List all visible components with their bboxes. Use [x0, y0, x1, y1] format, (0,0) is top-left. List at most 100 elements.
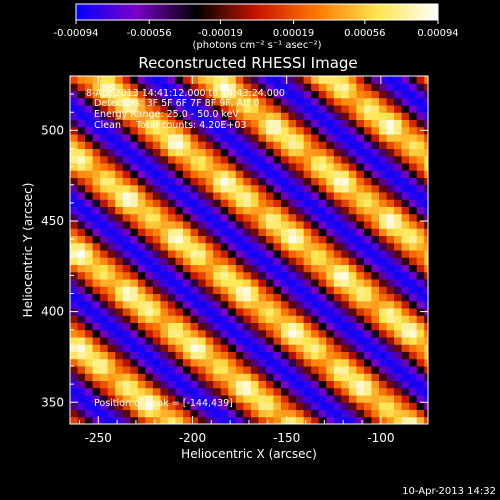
heatmap-cell: [273, 199, 282, 207]
heatmap-cell: [205, 163, 214, 171]
heatmap-cell: [333, 83, 342, 91]
heatmap-cell: [100, 344, 109, 352]
heatmap-cell: [235, 83, 244, 91]
heatmap-cell: [145, 300, 154, 309]
heatmap-cell: [311, 199, 320, 207]
heatmap-cell: [130, 416, 139, 424]
heatmap-cell: [235, 148, 244, 157]
heatmap-cell: [311, 351, 320, 360]
heatmap-cell: [175, 235, 184, 244]
heatmap-cell: [303, 279, 312, 287]
heatmap-cell: [250, 148, 259, 157]
heatmap-cell: [379, 329, 388, 338]
heatmap-cell: [341, 286, 350, 294]
heatmap-cell: [100, 351, 109, 360]
heatmap-cell: [235, 387, 244, 396]
heatmap-cell: [341, 126, 350, 135]
heatmap-cell: [273, 380, 282, 389]
heatmap-cell: [220, 148, 229, 157]
heatmap-cell: [265, 315, 274, 323]
heatmap-cell: [250, 358, 259, 367]
heatmap-cell: [100, 206, 109, 215]
heatmap-cell: [220, 126, 229, 135]
heatmap-cell: [386, 134, 395, 142]
heatmap-cell: [348, 380, 357, 389]
heatmap-cell: [130, 170, 139, 178]
heatmap-cell: [281, 206, 290, 215]
heatmap-cell: [250, 250, 259, 258]
heatmap-cell: [167, 242, 177, 251]
heatmap-cell: [401, 271, 410, 280]
heatmap-cell: [130, 337, 139, 345]
heatmap-cell: [303, 387, 312, 396]
heatmap-cell: [130, 351, 139, 360]
heatmap-cell: [85, 416, 94, 424]
heatmap-cell: [386, 402, 395, 410]
heatmap-cell: [137, 286, 146, 294]
heatmap-cell: [394, 90, 403, 99]
heatmap-cell: [167, 235, 177, 244]
heatmap-cell: [409, 221, 418, 229]
heatmap-cell: [258, 155, 267, 164]
heatmap-cell: [152, 177, 161, 186]
heatmap-cell: [341, 83, 350, 91]
heatmap-cell: [341, 148, 350, 157]
heatmap-cell: [77, 409, 86, 418]
heatmap-cell: [205, 250, 214, 258]
heatmap-cell: [85, 351, 94, 360]
heatmap-cell: [107, 387, 116, 396]
heatmap-cell: [243, 271, 252, 280]
heatmap-cell: [228, 286, 237, 294]
heatmap-cell: [394, 322, 403, 331]
heatmap-cell: [198, 155, 207, 164]
heatmap-cell: [175, 134, 184, 142]
heatmap-cell: [220, 315, 229, 323]
heatmap-cell: [311, 163, 320, 171]
heatmap-cell: [356, 119, 365, 128]
heatmap-cell: [311, 119, 320, 128]
heatmap-cell: [288, 366, 297, 374]
heatmap-cell: [85, 286, 94, 294]
heatmap-cell: [356, 228, 365, 236]
heatmap-cell: [235, 279, 244, 287]
heatmap-cell: [235, 344, 244, 352]
heatmap-cell: [77, 308, 86, 316]
heatmap-cell: [152, 279, 161, 287]
heatmap-cell: [175, 170, 184, 178]
heatmap-cell: [265, 213, 274, 222]
heatmap-cell: [115, 112, 124, 120]
heatmap-cell: [175, 366, 184, 374]
heatmap-cell: [122, 228, 131, 236]
heatmap-cell: [273, 97, 282, 106]
heatmap-cell: [70, 177, 79, 186]
heatmap-cell: [167, 358, 177, 367]
heatmap-cell: [175, 250, 184, 258]
heatmap-cell: [228, 293, 237, 302]
heatmap-cell: [394, 293, 403, 302]
heatmap-cell: [296, 337, 305, 345]
heatmap-cell: [145, 206, 154, 215]
heatmap-cell: [318, 235, 327, 244]
heatmap-cell: [341, 402, 350, 410]
heatmap-cell: [356, 358, 365, 367]
heatmap-cell: [77, 170, 86, 178]
heatmap-cell: [70, 242, 79, 251]
heatmap-cell: [235, 250, 244, 258]
heatmap-cell: [424, 97, 428, 106]
heatmap-cell: [137, 315, 146, 323]
heatmap-cell: [175, 141, 184, 149]
heatmap-cell: [311, 308, 320, 316]
heatmap-cell: [273, 315, 282, 323]
heatmap-cell: [356, 279, 365, 287]
heatmap-cell: [107, 163, 116, 171]
heatmap-cell: [220, 395, 229, 403]
heatmap-cell: [243, 134, 252, 142]
heatmap-cell: [198, 264, 207, 273]
heatmap-cell: [348, 148, 357, 157]
heatmap-cell: [130, 90, 139, 99]
heatmap-cell: [70, 97, 79, 106]
heatmap-cell: [228, 119, 237, 128]
heatmap-cell: [190, 416, 199, 424]
heatmap-cell: [130, 242, 139, 251]
heatmap-cell: [198, 199, 207, 207]
